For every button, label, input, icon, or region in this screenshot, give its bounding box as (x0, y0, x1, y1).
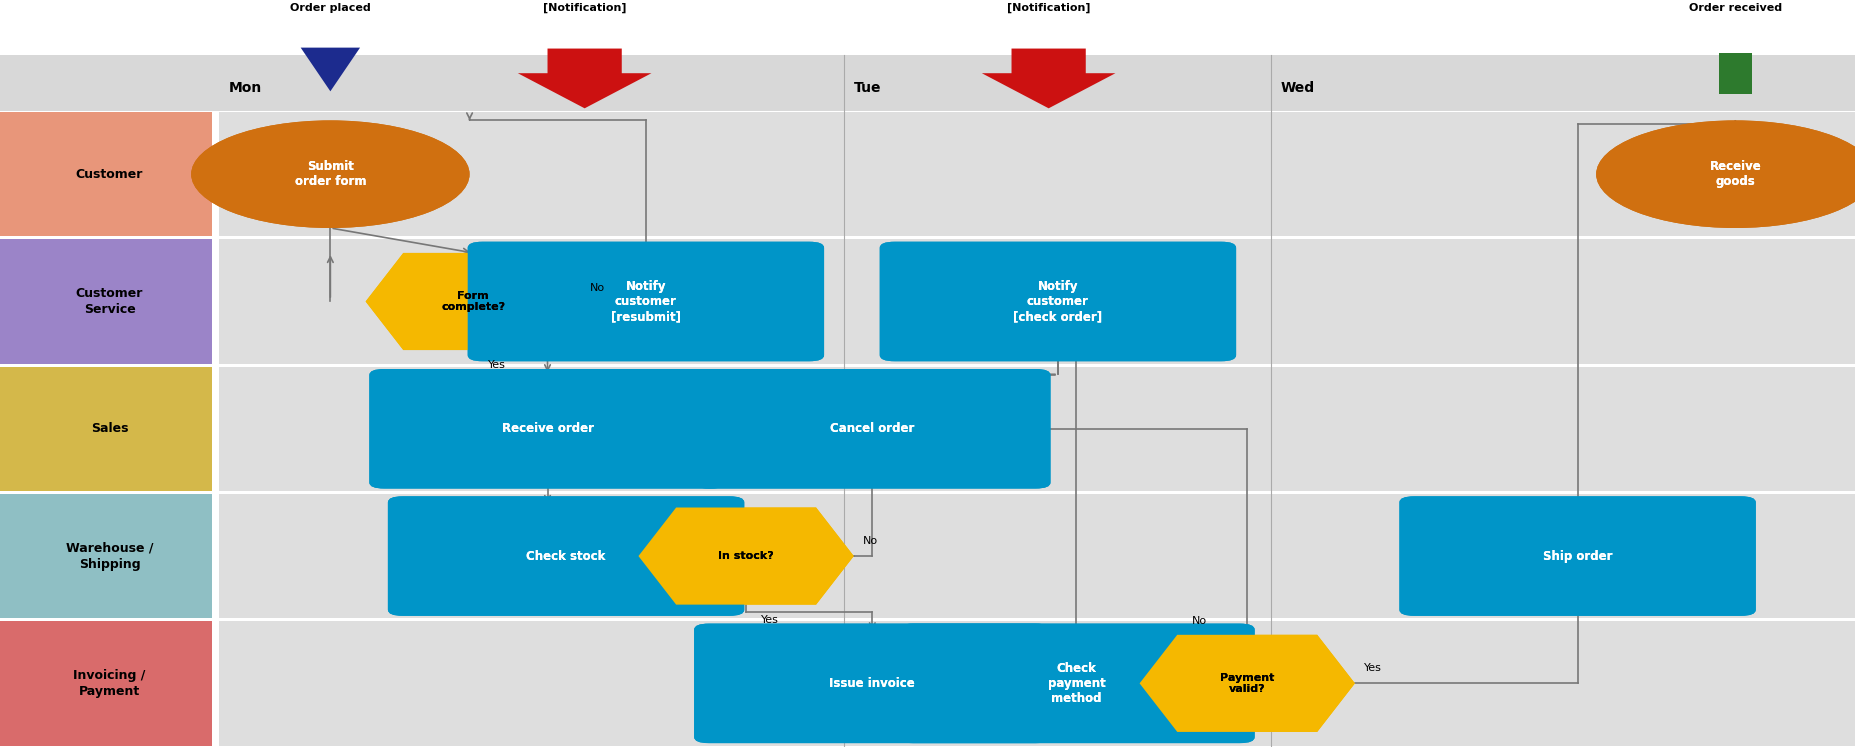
Polygon shape (638, 507, 853, 604)
FancyBboxPatch shape (898, 624, 1254, 743)
Bar (219, 622, 1855, 746)
Text: Check stock: Check stock (527, 550, 605, 562)
FancyBboxPatch shape (694, 369, 1050, 489)
FancyBboxPatch shape (879, 242, 1235, 362)
Text: Ship order: Ship order (1542, 550, 1612, 562)
Polygon shape (365, 253, 581, 350)
Text: Notify
customer
[resubmit]: Notify customer [resubmit] (610, 280, 681, 323)
Text: Tue: Tue (853, 81, 881, 95)
Bar (219, 112, 1855, 236)
Text: Notify
customer
[check order]: Notify customer [check order] (1013, 280, 1102, 323)
Text: In stock?: In stock? (718, 551, 774, 561)
Ellipse shape (191, 120, 469, 228)
FancyBboxPatch shape (694, 624, 1050, 743)
Polygon shape (365, 253, 581, 350)
Bar (0, 112, 211, 236)
Bar (0, 622, 211, 746)
FancyBboxPatch shape (388, 496, 744, 616)
Text: Yes: Yes (761, 615, 779, 624)
Text: Submit
order form: Submit order form (295, 160, 365, 188)
Text: Check
payment
method: Check payment method (1046, 662, 1106, 705)
Text: Check stock: Check stock (527, 550, 605, 562)
Text: Ship order: Ship order (1542, 550, 1612, 562)
Text: Invoicing /
Payment: Invoicing / Payment (74, 669, 145, 698)
Text: No: No (863, 536, 877, 546)
Bar (1718, 52, 1751, 93)
Polygon shape (301, 48, 360, 91)
Text: Submit
order form: Submit order form (295, 160, 365, 188)
Text: Receive order: Receive order (501, 422, 594, 436)
Text: Receive
goods: Receive goods (1708, 160, 1760, 188)
Bar (0, 494, 211, 619)
Text: Yes: Yes (1363, 663, 1382, 673)
Text: Cancel order: Cancel order (829, 422, 915, 436)
Text: Order placed: Order placed (289, 4, 371, 13)
Bar (0, 239, 211, 364)
Text: Customer: Customer (76, 167, 143, 181)
Text: [Notification]: [Notification] (544, 3, 625, 13)
Ellipse shape (1595, 120, 1855, 228)
Polygon shape (518, 49, 651, 108)
Text: Issue invoice: Issue invoice (829, 677, 915, 690)
Text: No: No (590, 283, 605, 293)
Text: Mon: Mon (228, 81, 262, 95)
Bar (0, 0, 1855, 55)
Bar (0, 367, 211, 491)
Bar (219, 494, 1855, 619)
Ellipse shape (1595, 120, 1855, 228)
Text: Payment
valid?: Payment valid? (1219, 672, 1274, 694)
FancyBboxPatch shape (369, 369, 725, 489)
Ellipse shape (191, 120, 469, 228)
Text: Payment
valid?: Payment valid? (1219, 672, 1274, 694)
FancyBboxPatch shape (1399, 496, 1755, 616)
Text: Yes: Yes (488, 360, 506, 370)
Polygon shape (1139, 635, 1354, 732)
Polygon shape (1139, 635, 1354, 732)
Text: Issue invoice: Issue invoice (829, 677, 915, 690)
FancyBboxPatch shape (467, 242, 824, 362)
Text: [Notification]: [Notification] (1007, 3, 1089, 13)
Text: Warehouse /
Shipping: Warehouse / Shipping (65, 542, 154, 571)
Bar (0, 55, 1855, 111)
Bar (219, 239, 1855, 364)
Text: Check
payment
method: Check payment method (1046, 662, 1106, 705)
Polygon shape (981, 49, 1115, 108)
Text: Receive order: Receive order (501, 422, 594, 436)
Text: Customer
Service: Customer Service (76, 287, 143, 316)
Text: Sales: Sales (91, 422, 128, 436)
Polygon shape (638, 507, 853, 604)
Text: Cancel order: Cancel order (829, 422, 915, 436)
Text: Receive
goods: Receive goods (1708, 160, 1760, 188)
Text: Wed: Wed (1280, 81, 1313, 95)
Bar (219, 367, 1855, 491)
Text: Form
complete?: Form complete? (441, 291, 505, 312)
Text: Order received: Order received (1688, 4, 1781, 13)
FancyBboxPatch shape (898, 624, 1254, 743)
FancyBboxPatch shape (1399, 496, 1755, 616)
FancyBboxPatch shape (879, 242, 1235, 362)
Text: Notify
customer
[resubmit]: Notify customer [resubmit] (610, 280, 681, 323)
Text: Notify
customer
[check order]: Notify customer [check order] (1013, 280, 1102, 323)
FancyBboxPatch shape (388, 496, 744, 616)
FancyBboxPatch shape (694, 624, 1050, 743)
Text: Form
complete?: Form complete? (441, 291, 505, 312)
FancyBboxPatch shape (369, 369, 725, 489)
Text: No: No (1191, 616, 1206, 626)
FancyBboxPatch shape (694, 369, 1050, 489)
FancyBboxPatch shape (467, 242, 824, 362)
Text: In stock?: In stock? (718, 551, 774, 561)
